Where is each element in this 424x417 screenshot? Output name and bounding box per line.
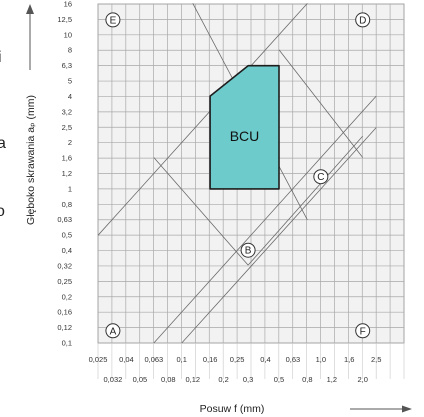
x-tick-label: 0,16 (203, 355, 218, 364)
marker-label: B (245, 246, 252, 257)
y-tick-label: 0,12 (57, 323, 72, 332)
y-tick-label: 0,1 (62, 339, 72, 348)
y-tick-label: 12,5 (57, 15, 72, 24)
x-tick-label: 0,05 (133, 375, 148, 384)
guide-line (153, 157, 249, 266)
y-tick-label: 5 (68, 77, 72, 86)
y-tick-label: 8 (68, 46, 72, 55)
y-tick-label: 0,32 (57, 261, 72, 270)
y-tick-label: 2 (68, 138, 72, 147)
y-tick-label: 2,5 (62, 123, 72, 132)
marker-circle (240, 242, 256, 258)
y-axis-title: Głęboko skrawania aₚ (mm) (25, 95, 37, 225)
marker-label: D (359, 15, 366, 26)
marker-circle (313, 169, 329, 185)
y-tick-label: 4 (68, 92, 72, 101)
side-char-2: a (0, 135, 6, 152)
y-tick-label: 1 (68, 184, 72, 193)
x-tick-label: 2,0 (357, 375, 367, 384)
region-label: BCU (230, 128, 260, 144)
x-tick-label: 0,1 (177, 355, 187, 364)
x-tick-label: 0,032 (104, 375, 123, 384)
x-axis-arrowhead (402, 405, 412, 413)
y-tick-labels: 0,1 0,12 0,16 0,2 0,25 0,32 0,4 0,5 0,63 0,8 1 1,2 1… (57, 0, 72, 348)
x-tick-labels: 0,025 0,04 0,063 0,1 0,16 0,25 0,4 0,63 1,0 1,6 2,… (89, 355, 382, 384)
x-tick-label: 0,63 (286, 355, 301, 364)
side-char-3: o (0, 203, 5, 220)
y-axis-arrowhead (26, 4, 34, 14)
y-tick-label: 0,5 (62, 231, 72, 240)
guide-line (181, 127, 377, 344)
x-tick-label: 0,08 (161, 375, 176, 384)
x-tick-label: 1,0 (316, 355, 326, 364)
x-tick-label: 0,2 (218, 375, 228, 384)
x-tick-label: 0,25 (230, 355, 245, 364)
marker-circle (355, 323, 371, 339)
y-tick-label: 6,3 (62, 61, 72, 70)
marker-label: A (110, 326, 117, 337)
x-axis-title: Posuw f (mm) (200, 403, 265, 415)
x-tick-label: 0,04 (119, 355, 134, 364)
y-tick-label: 16 (64, 0, 72, 9)
y-tick-label: 0,16 (57, 308, 72, 317)
x-tick-label: 2,5 (371, 355, 381, 364)
side-char-1: i (0, 49, 2, 66)
x-tick-label: 1,6 (344, 355, 354, 364)
guide-line (247, 135, 364, 266)
y-tick-label: 0,4 (62, 246, 72, 255)
x-tick-label: 0,025 (89, 355, 108, 364)
guide-line (278, 49, 364, 158)
y-tick-label: 3,2 (62, 107, 72, 116)
y-tick-label: 1,6 (62, 154, 72, 163)
guide-line (97, 3, 308, 236)
marker-label: F (360, 326, 366, 337)
x-tick-label: 0,8 (302, 375, 312, 384)
y-tick-label: 0,63 (57, 215, 72, 224)
y-tick-label: 0,2 (62, 292, 72, 301)
x-tick-label: 0,12 (185, 375, 200, 384)
y-tick-label: 0,8 (62, 200, 72, 209)
guide-line (153, 95, 377, 344)
marker-label: E (110, 15, 117, 26)
x-tick-label: 0,4 (260, 355, 270, 364)
x-tick-label: 1,2 (327, 375, 337, 384)
x-tick-label: 0,3 (243, 375, 253, 384)
zone-markers: A E D F B C (105, 12, 371, 339)
marker-circle (105, 12, 121, 28)
y-tick-label: 1,2 (62, 169, 72, 178)
y-tick-label: 10 (64, 30, 72, 39)
grid (97, 3, 405, 379)
marker-circle (355, 12, 371, 28)
y-tick-label: 0,25 (57, 277, 72, 286)
marker-circle (105, 323, 121, 339)
x-tick-label: 0,5 (274, 375, 284, 384)
marker-label: C (317, 172, 324, 183)
x-tick-label: 0,063 (144, 355, 163, 364)
bcu-region (209, 64, 280, 190)
